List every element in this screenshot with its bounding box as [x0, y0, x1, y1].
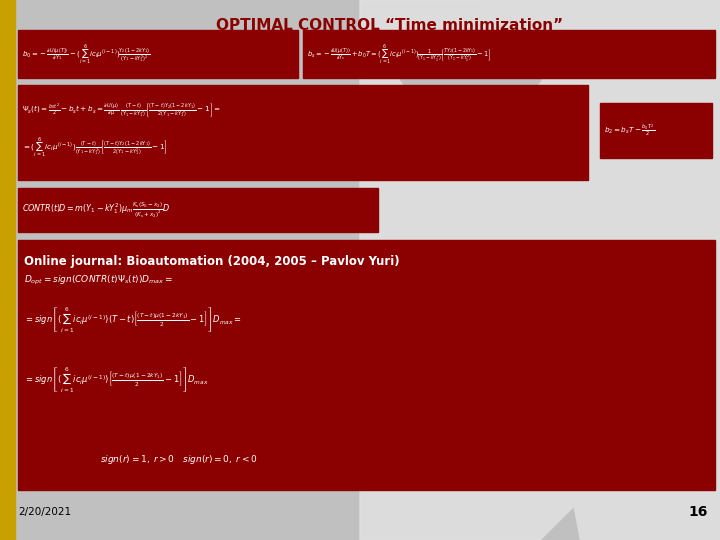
Text: $D_{opt}=sign(CONTR(t)\Psi_s(t))D_{max}=$: $D_{opt}=sign(CONTR(t)\Psi_s(t))D_{max}=…: [24, 273, 173, 287]
Text: $b_s=-\frac{\partial U(\mu(T))}{\partial Y_s}+b_0T=(\sum_{i=1}^{6}ic_i\mu^{(i-1): $b_s=-\frac{\partial U(\mu(T))}{\partial…: [307, 42, 491, 66]
Bar: [18, 188, 378, 232]
Bar: [600, 103, 712, 158]
Text: $b_2=b_sT-\frac{b_0T^2}{2}$: $b_2=b_sT-\frac{b_0T^2}{2}$: [604, 123, 655, 139]
Text: $=(\sum_{i=1}^{6}ic_i\mu^{(i-1)})\frac{(T-t)}{(Y_1-kY_1^2)}\left[\frac{(T-t)Y_2(: $=(\sum_{i=1}^{6}ic_i\mu^{(i-1)})\frac{(…: [22, 135, 168, 159]
Polygon shape: [410, 50, 560, 160]
Text: $CONTR(t)D=m(Y_1-kY_1^2)\mu_m\frac{K_s(S_0-x_2)}{(K_s+x_2)^2}D$: $CONTR(t)D=m(Y_1-kY_1^2)\mu_m\frac{K_s(S…: [22, 200, 171, 220]
Polygon shape: [360, 0, 720, 540]
Bar: [303, 30, 715, 78]
Text: 16: 16: [688, 505, 708, 519]
Text: 2/20/2021: 2/20/2021: [18, 507, 71, 517]
Polygon shape: [380, 50, 560, 180]
Bar: [18, 30, 298, 78]
Text: $b_0=-\frac{\partial U(\mu(T))}{\partial Y_1}-(\sum_{i=1}^{6}ic_i\mu^{(i-1)})\fr: $b_0=-\frac{\partial U(\mu(T))}{\partial…: [22, 42, 150, 66]
Text: OPTIMAL CONTROL “Time minimization”: OPTIMAL CONTROL “Time minimization”: [217, 18, 564, 33]
Bar: [18, 85, 588, 180]
Text: $=sign\left[(\sum_{i=1}^{6}ic_i\mu^{(i-1)})(T-t)\left[\frac{(T-t)\mu(1-2kY_1)}{2: $=sign\left[(\sum_{i=1}^{6}ic_i\mu^{(i-1…: [24, 306, 242, 334]
Text: $sign(r)=1,\;r>0\quad sign(r)=0,\;r<0$: $sign(r)=1,\;r>0\quad sign(r)=0,\;r<0$: [100, 454, 258, 467]
Polygon shape: [480, 0, 720, 540]
Text: Online journal: Bioautomation (2004, 2005 – Pavlov Yuri): Online journal: Bioautomation (2004, 200…: [24, 255, 400, 268]
Bar: [0, 0, 15, 540]
Bar: [18, 240, 715, 490]
Text: $\Psi_s(t)=\frac{b_0t^2}{2}-b_st+b_s=\frac{\partial U(\mu)}{\partial\mu}\;\frac{: $\Psi_s(t)=\frac{b_0t^2}{2}-b_st+b_s=\fr…: [22, 101, 221, 119]
Text: $=sign\left[(\sum_{i=1}^{6}ic_i\mu^{(i-1)})\left[\frac{(T-t)\mu(1-2kY_1)}{2}-1\r: $=sign\left[(\sum_{i=1}^{6}ic_i\mu^{(i-1…: [24, 366, 209, 395]
